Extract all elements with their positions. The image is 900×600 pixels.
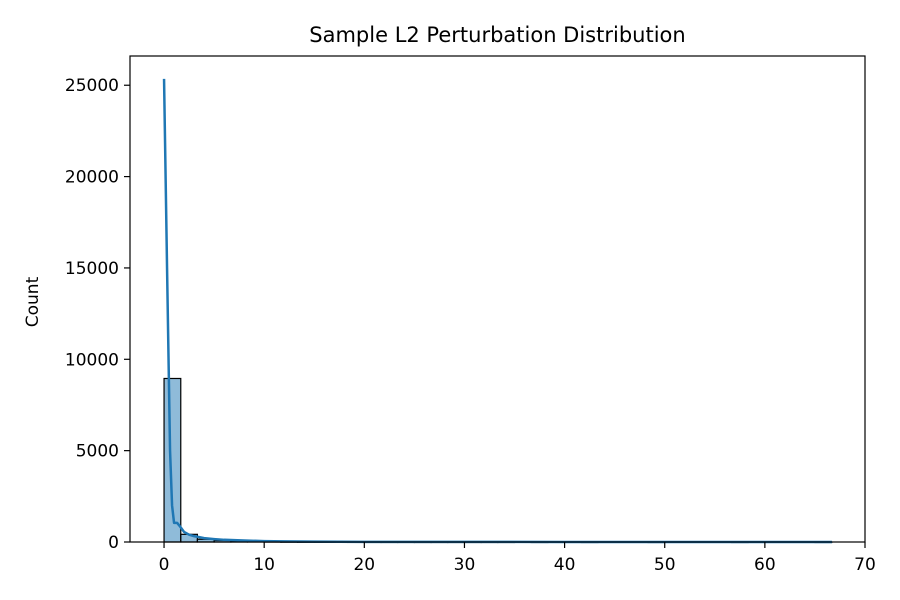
y-tick-label-15000: 15000	[65, 259, 119, 279]
y-tick-label-0: 0	[108, 533, 119, 553]
y-tick-label-5000: 5000	[76, 442, 119, 462]
histogram-bars	[163, 377, 833, 544]
x-tick-label-40: 40	[554, 555, 576, 575]
y-axis-label: Count	[23, 276, 43, 327]
x-tick-label-0: 0	[159, 555, 170, 575]
x-tick-label-30: 30	[454, 555, 476, 575]
x-tick-label-50: 50	[654, 555, 676, 575]
y-tick-label-25000: 25000	[65, 76, 119, 96]
kde-layer	[162, 78, 832, 544]
plot-frame	[129, 55, 866, 543]
y-tick-label-10000: 10000	[65, 350, 119, 370]
x-tick-label-60: 60	[754, 555, 776, 575]
x-axis-ticks: 0 10 20 30 40 50 60 70	[159, 542, 876, 575]
y-tick-label-20000: 20000	[65, 168, 119, 188]
x-tick-label-10: 10	[253, 555, 275, 575]
x-tick-label-70: 70	[854, 555, 876, 575]
y-axis-ticks: 0 5000 10000 15000 20000 25000	[65, 76, 130, 553]
kde-line	[162, 78, 832, 544]
x-tick-label-20: 20	[353, 555, 375, 575]
chart-title: Sample L2 Perturbation Distribution	[309, 23, 685, 47]
